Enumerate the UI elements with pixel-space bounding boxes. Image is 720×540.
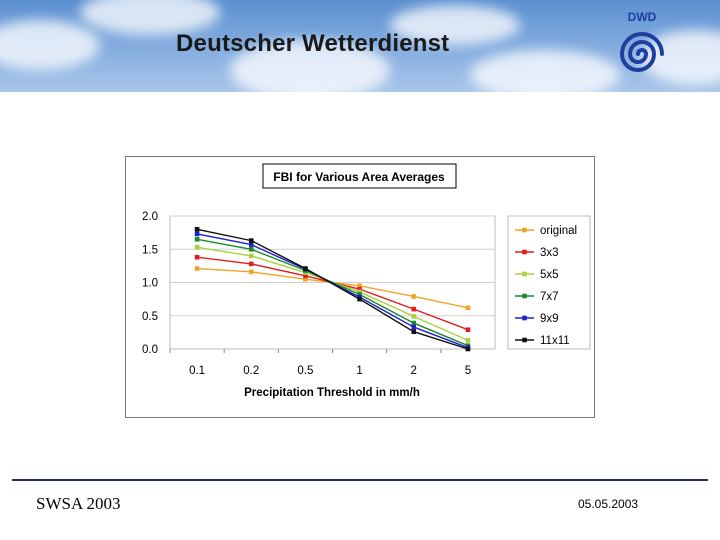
- data-point-7x7: [357, 292, 362, 297]
- data-point-3x3: [194, 254, 200, 260]
- data-point-original: [194, 266, 200, 271]
- legend-entry: 11x11: [540, 335, 570, 347]
- legend-swatch-marker: [522, 315, 527, 321]
- spiral-icon: [619, 32, 664, 72]
- y-tick-label: 1.5: [142, 244, 158, 256]
- legend-entry: 7x7: [540, 291, 559, 303]
- x-axis-label: Precipitation Threshold in mm/h: [244, 387, 420, 399]
- data-point-11x11: [303, 266, 308, 271]
- legend-box: [507, 215, 591, 350]
- x-tick-label: 0.5: [297, 365, 313, 377]
- y-tick-label: 0.5: [142, 311, 158, 323]
- header-title: Deutscher Wetterdienst: [176, 30, 450, 57]
- legend-entry: 3x3: [540, 247, 559, 259]
- x-tick-label: 5: [465, 365, 471, 377]
- chart-title: FBI for Various Area Averages: [273, 170, 445, 184]
- data-point-original: [248, 269, 254, 275]
- legend-entry: original: [540, 225, 577, 237]
- data-point-original: [303, 276, 308, 282]
- data-point-11x11: [248, 238, 254, 243]
- legend-swatch-marker: [522, 271, 527, 277]
- chart-title-box: [262, 163, 457, 189]
- data-point-3x3: [465, 327, 471, 333]
- footer-divider: [12, 479, 708, 481]
- data-point-3x3: [411, 306, 417, 312]
- legend-swatch-marker: [522, 249, 527, 255]
- data-point-11x11: [194, 227, 200, 232]
- data-point-original: [465, 305, 471, 311]
- data-point-7x7: [411, 320, 417, 326]
- legend-swatch-marker: [522, 227, 527, 233]
- x-tick-label: 0.1: [189, 365, 205, 377]
- x-tick-label: 0.2: [243, 365, 259, 377]
- data-point-5x5: [357, 289, 362, 295]
- data-point-9x9: [411, 324, 417, 330]
- data-point-original: [357, 283, 362, 289]
- legend-swatch-marker: [522, 293, 527, 299]
- data-point-3x3: [303, 273, 308, 279]
- footer-left-text: SWSA 2003: [36, 494, 121, 513]
- legend-entry: 5x5: [540, 269, 559, 281]
- x-tick-label: 2: [411, 365, 417, 377]
- data-point-5x5: [411, 314, 417, 319]
- dwd-logo: DWD: [614, 10, 670, 84]
- data-point-7x7: [248, 246, 254, 252]
- footer-date: 05.05.2003: [578, 497, 639, 511]
- data-point-11x11: [465, 346, 471, 352]
- data-point-5x5: [194, 244, 200, 250]
- legend-entry: 9x9: [540, 313, 559, 325]
- legend-swatch-marker: [522, 337, 527, 343]
- y-tick-label: 0.0: [142, 344, 158, 356]
- data-point-11x11: [411, 329, 417, 335]
- data-point-5x5: [248, 253, 254, 259]
- data-point-3x3: [357, 286, 362, 292]
- series-line-11x11: [196, 228, 469, 350]
- data-point-11x11: [357, 296, 362, 302]
- logo-text: DWD: [627, 10, 657, 24]
- x-tick-label: 1: [356, 365, 362, 377]
- data-point-9x9: [248, 242, 254, 247]
- y-tick-label: 2.0: [142, 211, 158, 223]
- chart-frame: FBI for Various Area Averages 0.0 0.5 1.0 1…: [125, 156, 595, 418]
- header-banner: Deutscher Wetterdienst DWD: [0, 0, 720, 92]
- y-tick-label: 1.0: [142, 278, 158, 290]
- data-point-9x9: [194, 231, 200, 237]
- data-point-original: [411, 294, 417, 299]
- fbi-line-chart: FBI for Various Area Averages 0.0 0.5 1.0 1…: [142, 163, 591, 399]
- data-point-7x7: [194, 236, 200, 242]
- data-point-5x5: [465, 338, 471, 343]
- data-point-3x3: [248, 261, 254, 267]
